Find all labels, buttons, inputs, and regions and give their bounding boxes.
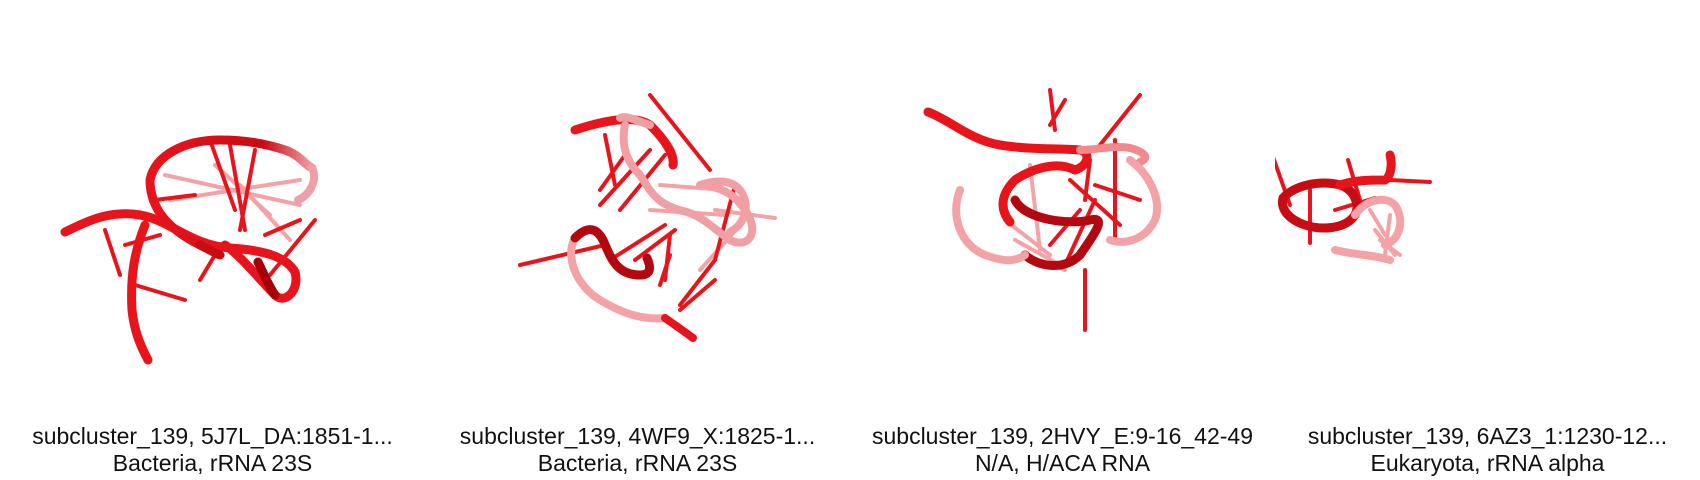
structure-title: subcluster_139, 6AZ3_1:1230-12... xyxy=(1275,423,1700,449)
rna-3d-structure-icon xyxy=(0,0,425,400)
rna-3d-structure-icon xyxy=(1275,0,1700,400)
structure-panel-1: subcluster_139, 5J7L_DA:1851-1... Bacter… xyxy=(0,0,425,480)
rna-3d-structure-icon xyxy=(425,0,850,400)
structure-panel-3: subcluster_139, 2HVY_E:9-16_42-49 N/A, H… xyxy=(850,0,1275,480)
structure-subtitle: Bacteria, rRNA 23S xyxy=(425,450,850,476)
structure-title: subcluster_139, 5J7L_DA:1851-1... xyxy=(0,423,425,449)
structure-panel-4: subcluster_139, 6AZ3_1:1230-12... Eukary… xyxy=(1275,0,1700,480)
rna-3d-structure-icon xyxy=(850,0,1275,400)
structure-title: subcluster_139, 2HVY_E:9-16_42-49 xyxy=(850,423,1275,449)
structure-subtitle: Eukaryota, rRNA alpha xyxy=(1275,450,1700,476)
structure-panel-2: subcluster_139, 4WF9_X:1825-1... Bacteri… xyxy=(425,0,850,480)
structure-subtitle: Bacteria, rRNA 23S xyxy=(0,450,425,476)
structure-title: subcluster_139, 4WF9_X:1825-1... xyxy=(425,423,850,449)
structure-subtitle: N/A, H/ACA RNA xyxy=(850,450,1275,476)
